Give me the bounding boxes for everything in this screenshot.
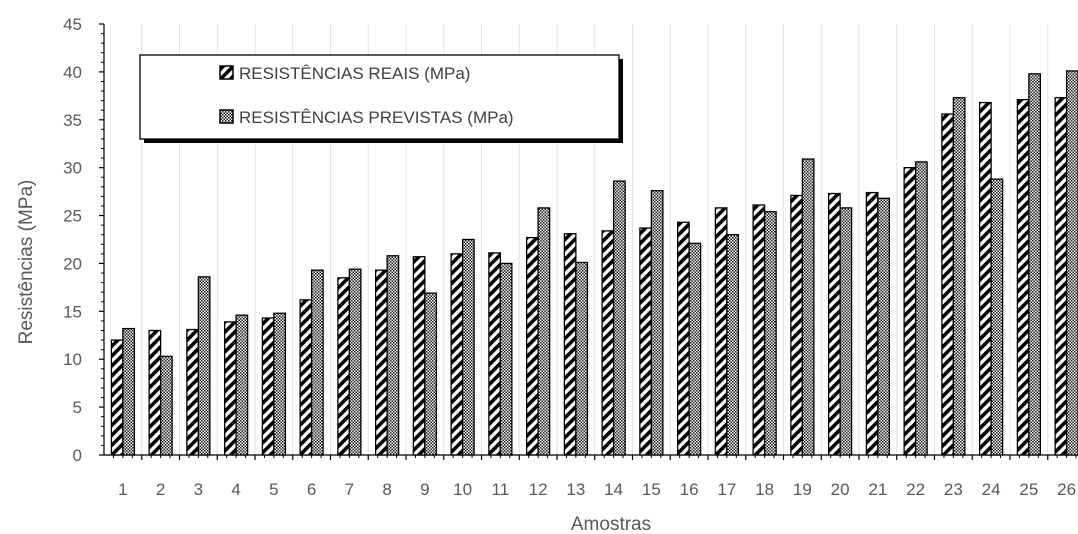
bar-prev [537,207,551,456]
x-tick-label: 25 [1019,480,1038,499]
bar-real [412,256,426,456]
bar-prev [273,312,287,456]
y-tick-label: 20 [63,254,82,273]
y-tick-label: 0 [73,446,82,465]
bar-prev [122,327,136,456]
bar-prev [914,161,928,456]
bar-real [223,321,237,456]
x-tick-label: 15 [642,480,661,499]
bar-real [1016,99,1030,456]
bar-prev [424,292,438,456]
x-tick-label: 24 [982,480,1001,499]
x-tick-label: 19 [793,480,812,499]
legend-swatch-prev [219,109,234,124]
bar-prev [159,355,173,456]
bar-prev [1028,73,1042,456]
bar-real [374,269,388,456]
bar-prev [235,314,249,456]
x-tick-label: 2 [156,480,165,499]
x-tick-label: 16 [680,480,699,499]
x-axis: 1 2 3 4 5 6 7 8 9 10 11 12 13 14 15 16 17 18 19 20 21 22 23 24 2… [104,454,1078,499]
x-tick-label: 14 [604,480,623,499]
bar-prev [650,190,664,456]
bar-real [148,329,162,456]
y-tick-label: 10 [63,350,82,369]
x-tick-label: 10 [453,480,472,499]
bar-prev [386,255,400,456]
x-tick-label: 9 [420,480,429,499]
bar-real [903,167,917,456]
bar-real [601,230,615,456]
bar-real [639,227,653,456]
bar-prev [763,211,777,456]
bar-prev [990,178,1004,456]
legend-label-real: RESISTÊNCIAS REAIS (MPa) [239,64,470,83]
bar-real [261,317,275,456]
x-tick-label: 1 [118,480,127,499]
bar-prev [726,234,740,456]
y-tick-label: 45 [63,15,82,34]
bar-prev [612,180,626,456]
x-axis-title: Amostras [571,514,651,534]
x-tick-label: 17 [717,480,736,499]
bar-real [488,252,502,456]
bar-prev [348,268,362,456]
bar-real [525,236,539,456]
bar-prev [499,262,513,456]
bar-prev [310,269,324,456]
x-tick-label: 21 [868,480,887,499]
bar-prev [197,276,211,456]
x-tick-label: 23 [944,480,963,499]
y-tick-label: 40 [63,63,82,82]
bar-real [941,113,955,456]
y-tick-label: 25 [63,207,82,226]
bar-real [827,192,841,456]
y-axis-title: Resistências (MPa) [16,180,37,345]
bar-real [299,299,313,456]
x-tick-label: 3 [194,480,203,499]
bar-real [337,277,351,456]
bar-prev [952,97,966,456]
bar-prev [575,261,589,456]
legend-swatch-real [219,65,234,80]
x-tick-label: 11 [492,480,510,499]
bar-real [676,221,690,456]
bar-prev [839,207,853,456]
y-tick-label: 15 [63,302,82,321]
bar-prev [688,242,702,456]
x-tick-label: 26 [1057,480,1076,499]
bar-real [714,207,728,456]
x-tick-label: 4 [231,480,240,499]
x-tick-label: 6 [307,480,316,499]
y-axis: 0 5 10 15 20 25 30 35 40 45 [63,15,105,465]
x-tick-label: 5 [269,480,278,499]
bar-prev [801,158,815,456]
bar-real [865,191,879,456]
x-tick-label: 18 [755,480,774,499]
bar-real [110,339,124,456]
bar-prev [877,197,891,456]
x-tick-label: 7 [345,480,354,499]
bar-prev [1065,70,1078,456]
y-tick-label: 5 [73,398,82,417]
x-tick-label: 8 [382,480,391,499]
legend-label-prev: RESISTÊNCIAS PREVISTAS (MPa) [239,108,514,127]
x-tick-label: 13 [566,480,585,499]
bar-real [186,328,200,456]
legend: RESISTÊNCIAS REAIS (MPa) RESISTÊNCIAS PR… [139,54,623,143]
bar-prev [461,238,475,456]
bar-real [752,204,766,456]
bar-real [790,194,804,456]
y-tick-label: 30 [63,159,82,178]
y-tick-label: 35 [63,111,82,130]
x-tick-label: 22 [906,480,925,499]
bars [110,70,1078,456]
bar-real [1054,97,1068,456]
bar-real [563,233,577,456]
bar-real [450,253,464,456]
x-tick-label: 20 [831,480,850,499]
bar-real [978,101,992,456]
x-tick-label: 12 [529,480,548,499]
